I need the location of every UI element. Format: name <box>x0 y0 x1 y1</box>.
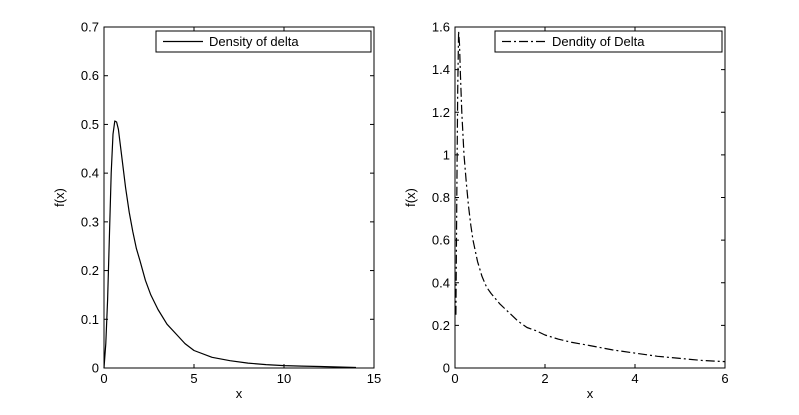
x-tick-label: 5 <box>190 371 197 386</box>
y-tick-label: 0 <box>92 361 99 376</box>
legend: Density of delta <box>155 30 372 53</box>
legend-box <box>155 30 372 53</box>
legend: Dendity of Delta <box>494 30 723 53</box>
y-tick-label: 0.2 <box>432 318 450 333</box>
legend-entry-label: Dendity of Delta <box>552 34 645 49</box>
y-tick-label: 1 <box>443 147 450 162</box>
x-axis-label: x <box>236 386 243 401</box>
x-tick-label: 2 <box>541 371 548 386</box>
y-tick-label: 0.8 <box>432 190 450 205</box>
x-tick-label: 4 <box>631 371 638 386</box>
x-tick-label: 10 <box>277 371 291 386</box>
y-tick-label: 1.2 <box>432 105 450 120</box>
y-tick-label: 0 <box>443 361 450 376</box>
legend-box <box>494 30 723 53</box>
plot-frame <box>454 26 726 369</box>
y-tick-label: 0.6 <box>432 233 450 248</box>
x-axis-label: x <box>587 386 594 401</box>
y-axis-label: f(x) <box>52 188 67 207</box>
x-tick-label: 15 <box>367 371 381 386</box>
plot-frame <box>103 26 375 369</box>
y-tick-label: 0.6 <box>81 68 99 83</box>
series-line-0 <box>103 120 357 369</box>
y-tick-label: 0.3 <box>81 214 99 229</box>
x-tick-label: 0 <box>451 371 458 386</box>
y-axis-label: f(x) <box>403 188 418 207</box>
x-tick-label: 6 <box>721 371 728 386</box>
legend-entry-label: Density of delta <box>209 34 299 49</box>
y-tick-label: 0.4 <box>81 166 99 181</box>
y-tick-label: 1.4 <box>432 62 450 77</box>
left-density-panel: 0 5 10 15 0 0.1 0.2 0.3 0.4 0.5 0.6 0.7 x f(x) Density… <box>52 20 381 402</box>
y-tick-label: 0.7 <box>81 20 99 35</box>
y-tick-label: 0.1 <box>81 312 99 327</box>
y-tick-label: 1.6 <box>432 20 450 35</box>
y-tick-label: 0.2 <box>81 263 99 278</box>
x-tick-label: 0 <box>100 371 107 386</box>
right-density-panel: 0 2 4 6 0 0.2 0.4 0.6 0.8 1 1.2 1.4 1.6 x f(x) Dendity … <box>403 20 729 402</box>
y-tick-label: 0.4 <box>432 275 450 290</box>
y-tick-label: 0.5 <box>81 117 99 132</box>
series-line-0 <box>455 30 726 363</box>
